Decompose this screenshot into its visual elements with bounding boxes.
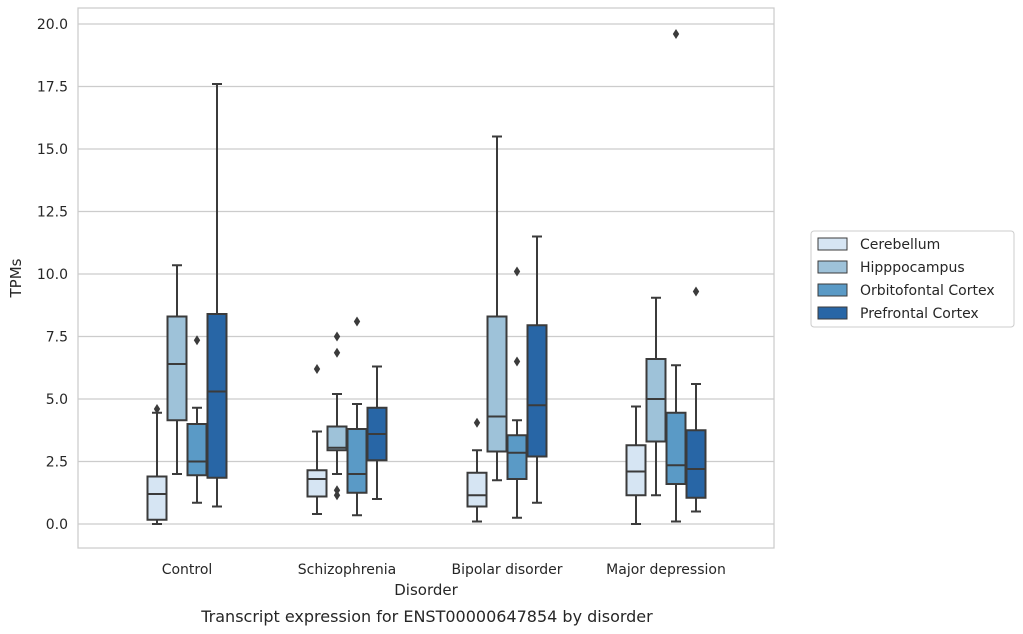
outlier-point	[353, 316, 361, 327]
box-cerebellum	[466, 417, 488, 523]
x-tick-labels: Control Schizophrenia Bipolar disorder Majo…	[162, 562, 726, 578]
legend-swatch	[817, 237, 848, 251]
y-tick-label: 20.0	[37, 17, 68, 33]
box-cerebellum	[306, 364, 328, 515]
outlier-point	[513, 266, 521, 277]
y-axis-title: TPMs	[7, 258, 25, 298]
box-orbitofontal-cortex	[186, 335, 208, 504]
box-hipppocampus	[326, 331, 348, 501]
outlier-point	[333, 485, 341, 496]
box-orbitofontal-cortex	[506, 266, 528, 519]
outlier-point	[153, 404, 161, 414]
y-tick-label: 15.0	[37, 142, 68, 158]
box-hipppocampus	[486, 135, 508, 482]
y-tick-label: 0.0	[46, 517, 68, 533]
box-orbitofontal-cortex	[346, 316, 368, 517]
box-iqr	[186, 423, 208, 477]
box-iqr	[146, 475, 168, 521]
legend-frame	[810, 230, 1015, 328]
box-iqr	[665, 411, 687, 485]
box-iqr	[645, 358, 667, 443]
plot-frame	[77, 7, 775, 549]
x-tick-label: Control	[162, 562, 213, 578]
y-tick-label: 12.5	[37, 205, 68, 221]
x-axis-title: Disorder	[394, 581, 458, 599]
box-iqr	[466, 471, 488, 508]
box-iqr	[206, 313, 228, 479]
outlier-point	[473, 417, 481, 428]
box-orbitofontal-cortex	[665, 29, 687, 523]
legend-swatch	[817, 283, 848, 297]
box-hipppocampus	[166, 264, 188, 475]
x-tick-label: Bipolar disorder	[451, 562, 562, 578]
legend-label: Hipppocampus	[860, 260, 965, 276]
box-iqr	[346, 428, 368, 494]
x-tick-label: Major depression	[606, 562, 726, 578]
y-tick-labels: 0.0 2.5 5.0 7.5 10.0 12.5 15.0 17.5 20.0	[37, 17, 68, 533]
box-iqr	[685, 429, 707, 499]
box-cerebellum	[625, 405, 647, 525]
box-prefrontal-cortex	[206, 83, 228, 508]
y-tick-label: 2.5	[46, 455, 68, 471]
legend-label: Prefrontal Cortex	[860, 306, 979, 322]
legend-swatch	[817, 306, 848, 320]
box-iqr	[506, 434, 528, 480]
box-iqr	[625, 444, 647, 497]
box-iqr	[306, 469, 328, 498]
legend-label: Cerebellum	[860, 237, 940, 253]
box-layer	[146, 29, 707, 525]
legend-label: Orbitofontal Cortex	[860, 283, 995, 299]
outlier-point	[193, 335, 201, 346]
legend-swatch	[817, 260, 848, 274]
outlier-point	[672, 29, 680, 39]
box-iqr	[526, 324, 548, 458]
box-prefrontal-cortex	[685, 286, 707, 513]
chart-caption: Transcript expression for ENST0000064785…	[200, 607, 653, 626]
y-tick-label: 7.5	[46, 330, 68, 346]
legend: Cerebellum Hipppocampus Orbitofontal Corte…	[810, 230, 1015, 328]
box-iqr	[486, 315, 508, 453]
box-iqr	[326, 425, 348, 452]
y-tick-label: 17.5	[37, 80, 68, 96]
outlier-point	[333, 347, 341, 358]
outlier-point	[313, 364, 321, 374]
box-hipppocampus	[645, 296, 667, 497]
box-iqr	[166, 315, 188, 422]
outlier-point	[333, 331, 341, 342]
outlier-point	[513, 356, 521, 367]
outlier-point	[692, 286, 700, 297]
y-tick-label: 10.0	[37, 267, 68, 283]
box-prefrontal-cortex	[366, 365, 388, 500]
y-tick-label: 5.0	[46, 392, 68, 408]
box-prefrontal-cortex	[526, 235, 548, 504]
box-cerebellum	[146, 404, 168, 525]
x-tick-label: Schizophrenia	[298, 562, 396, 578]
